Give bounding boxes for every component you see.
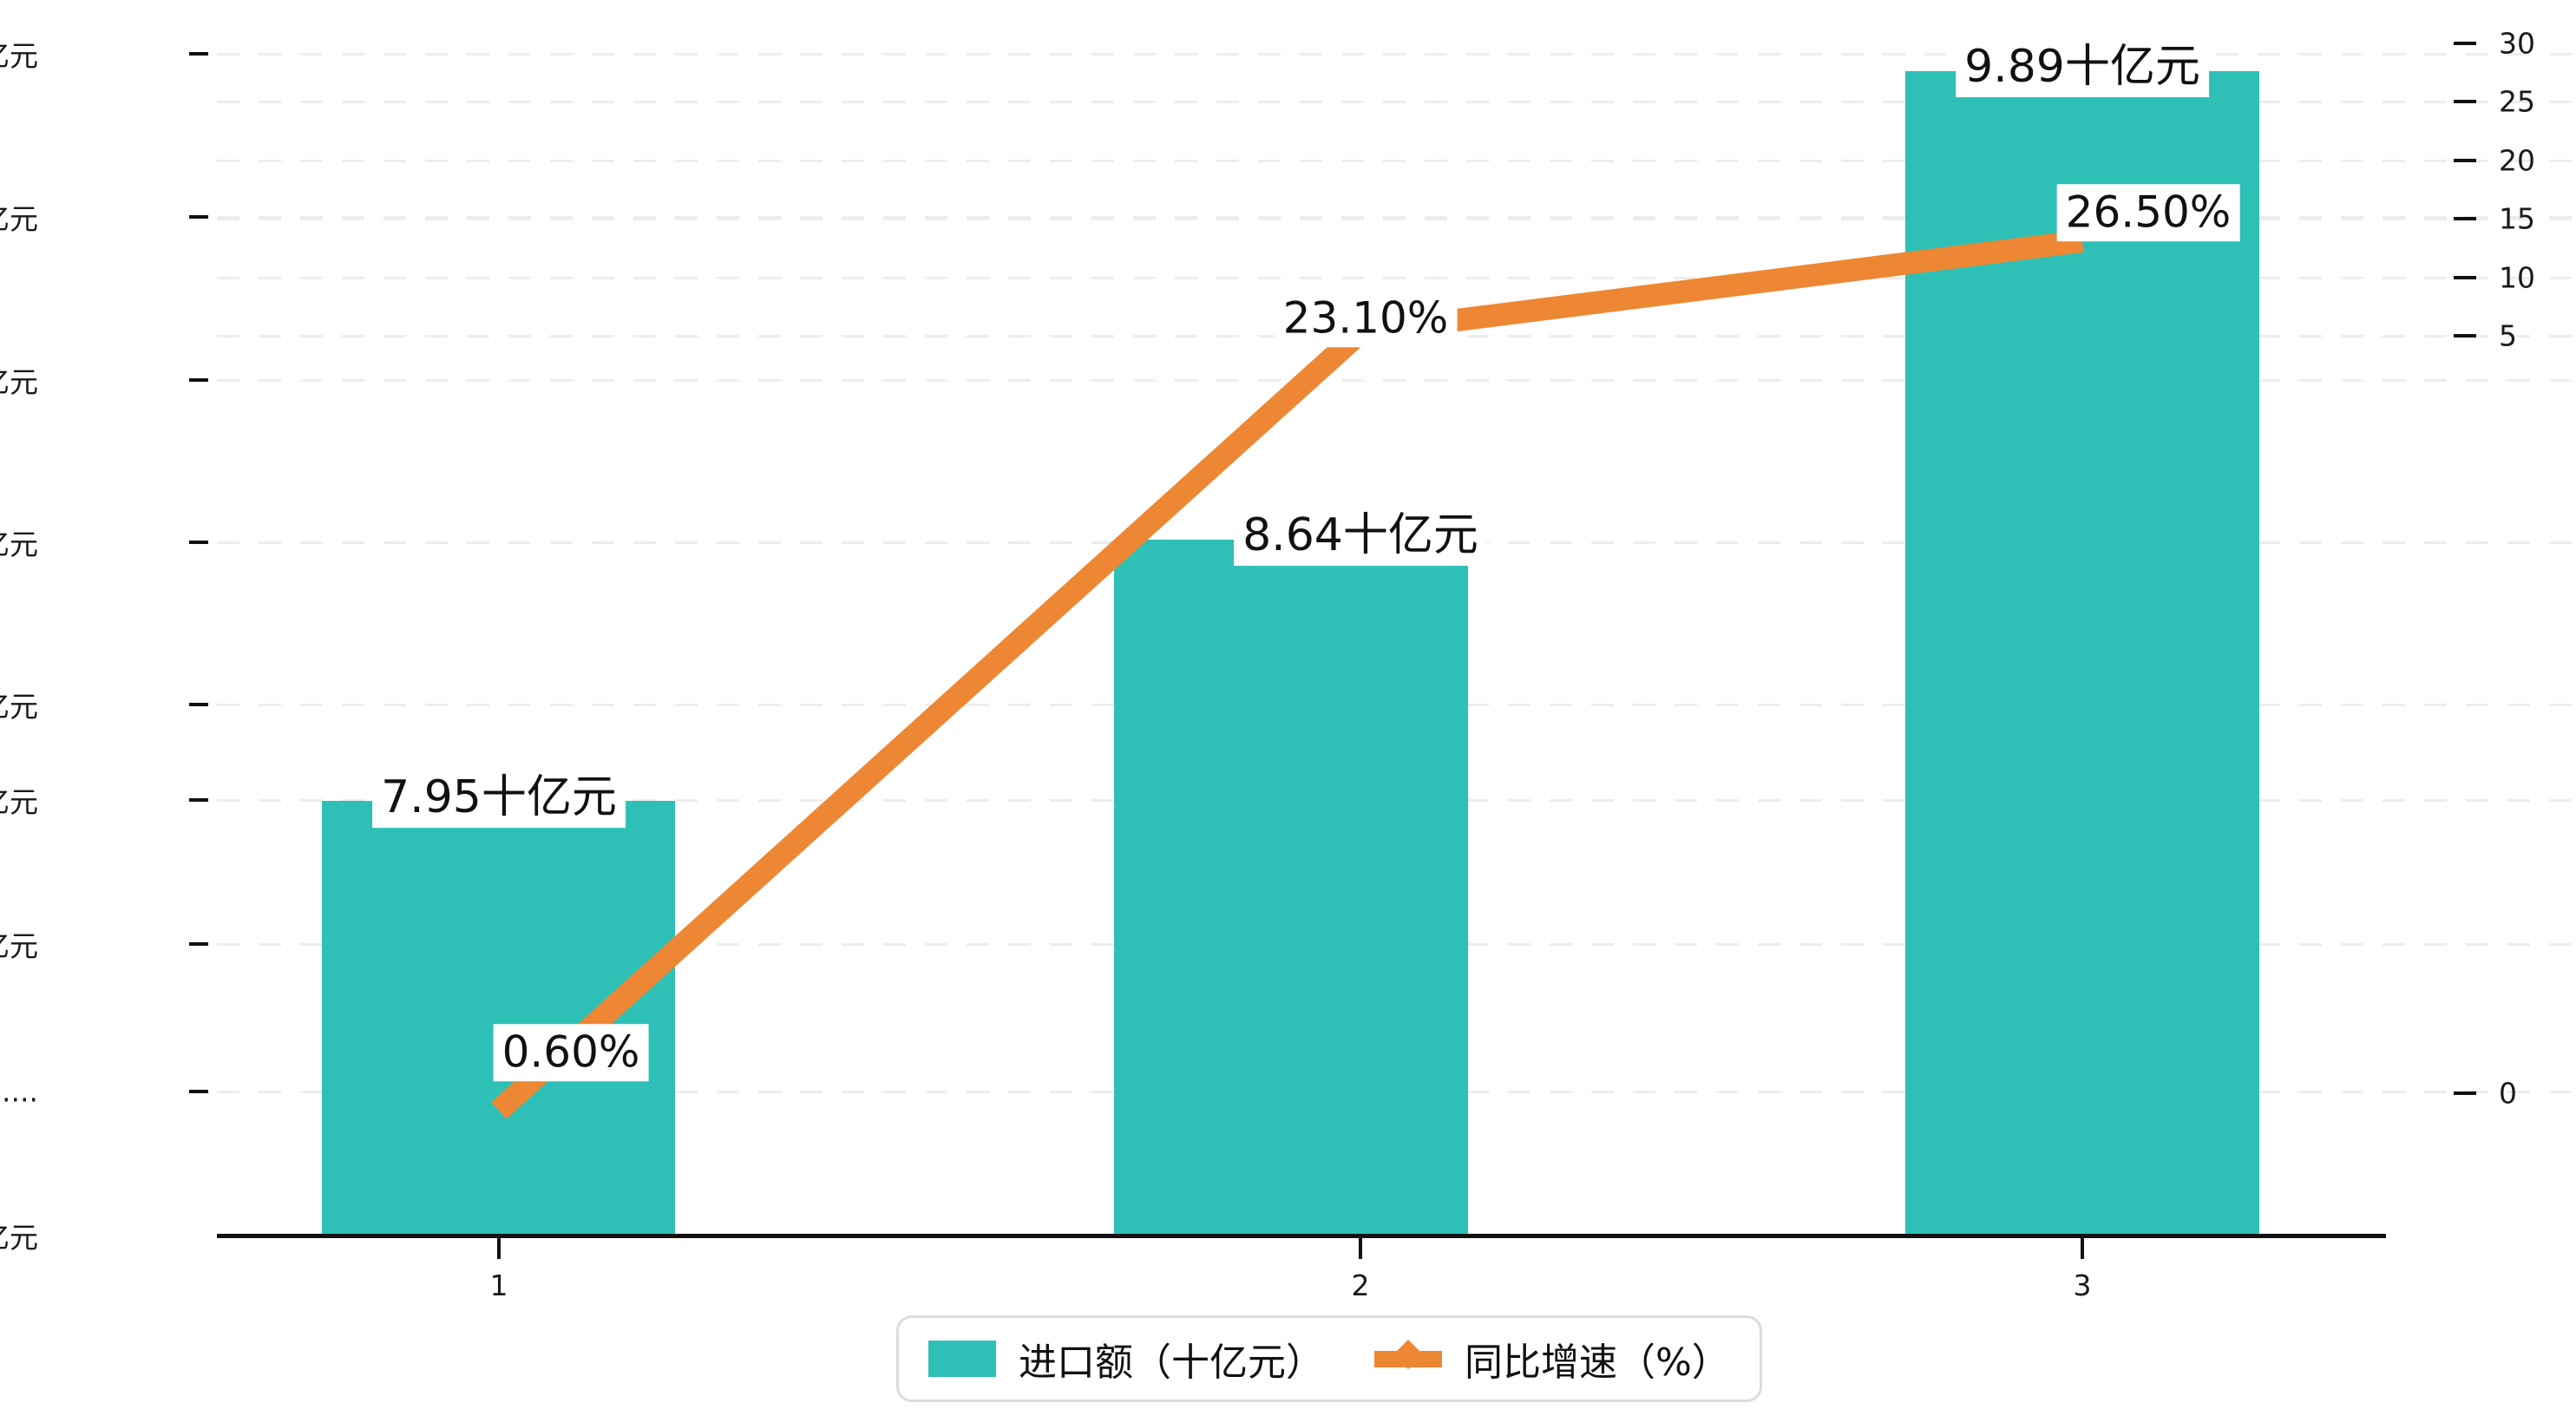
legend-label-line: 同比增速（%） [1465,1341,1730,1385]
gridline [217,160,2576,162]
y-axis-right-tick [2454,217,2476,220]
trend-line [491,230,2084,1119]
y-axis-left-label: 9.11十亿元 [0,365,38,399]
x-axis-label-2: 2 [1351,1268,1370,1302]
y-axis-left-tick [189,1090,208,1093]
line-value-label: 0.60% [493,1024,649,1081]
y-axis-left-tick [189,52,208,56]
gridline [217,277,2576,279]
y-axis-right-label: 20 [2499,143,2535,178]
y-axis-right-label: 15 [2499,201,2535,236]
x-axis-tick [1359,1238,1362,1259]
gridline [217,379,2576,382]
line-value-label: 26.50% [2056,184,2240,241]
y-axis-right-tick [2454,159,2476,162]
y-axis-right-tick [2454,42,2476,45]
y-axis-right-label: 25 [2499,84,2535,119]
y-axis-right-label: 5 [2499,318,2517,353]
y-axis-right-label: 10 [2499,260,2535,295]
y-axis-left-tick [189,942,208,946]
y-axis-left-label: 9.89十亿元 [0,39,38,73]
bar-value-label: 9.89十亿元 [1956,38,2209,97]
bar-2 [1114,540,1468,1236]
x-axis-tick [497,1238,501,1259]
gridline [217,101,2576,103]
x-axis-label-3: 3 [2073,1268,2092,1302]
y-axis-left-tick [189,215,208,219]
y-axis-left-label: 8.34十亿元 [0,690,38,724]
gridline [217,53,2576,56]
y-axis-left-label: 8.73十亿元 [0,528,38,561]
gridline [217,216,2576,219]
chart-legend[interactable]: 进口额（十亿元） 同比增速（%） [896,1315,1762,1402]
y-axis-right-label: 30 [2499,26,2535,61]
y-axis-right-tick [2454,276,2476,279]
x-axis-tick [2081,1238,2084,1259]
y-axis-right-label: 0 [2499,1076,2517,1111]
legend-item-bar[interactable]: 进口额（十亿元） [928,1331,1324,1386]
x-axis-label-1: 1 [489,1268,508,1302]
legend-swatch-line-icon [1374,1340,1442,1377]
gridline [217,218,2576,220]
legend-swatch-bar-icon [928,1341,996,1377]
y-axis-left-label: 9.5十亿元 [0,202,38,236]
bar-value-label: 8.64十亿元 [1234,507,1487,566]
legend-item-line[interactable]: 同比增速（%） [1374,1331,1730,1386]
bar-value-label: 7.95十亿元 [372,769,626,828]
y-axis-left-label: 7.57十亿元 [0,929,38,963]
y-axis-left-label: 7.95十亿元 [0,785,38,819]
y-axis-right-tick [2454,1092,2476,1095]
y-axis-left-tick [189,703,208,706]
y-axis-left-label: 0十亿元 [0,1221,38,1255]
y-axis-left-tick [189,378,208,382]
y-axis-left-tick [189,541,208,544]
line-value-label: 23.10% [1274,290,1458,347]
y-axis-right-tick [2454,100,2476,103]
y-axis-right-tick [2454,334,2476,338]
x-axis-line [217,1234,2386,1238]
y-axis-left-label: ......... [0,1074,38,1109]
legend-label-bar: 进口额（十亿元） [1019,1341,1324,1385]
y-axis-left-tick [189,798,208,802]
